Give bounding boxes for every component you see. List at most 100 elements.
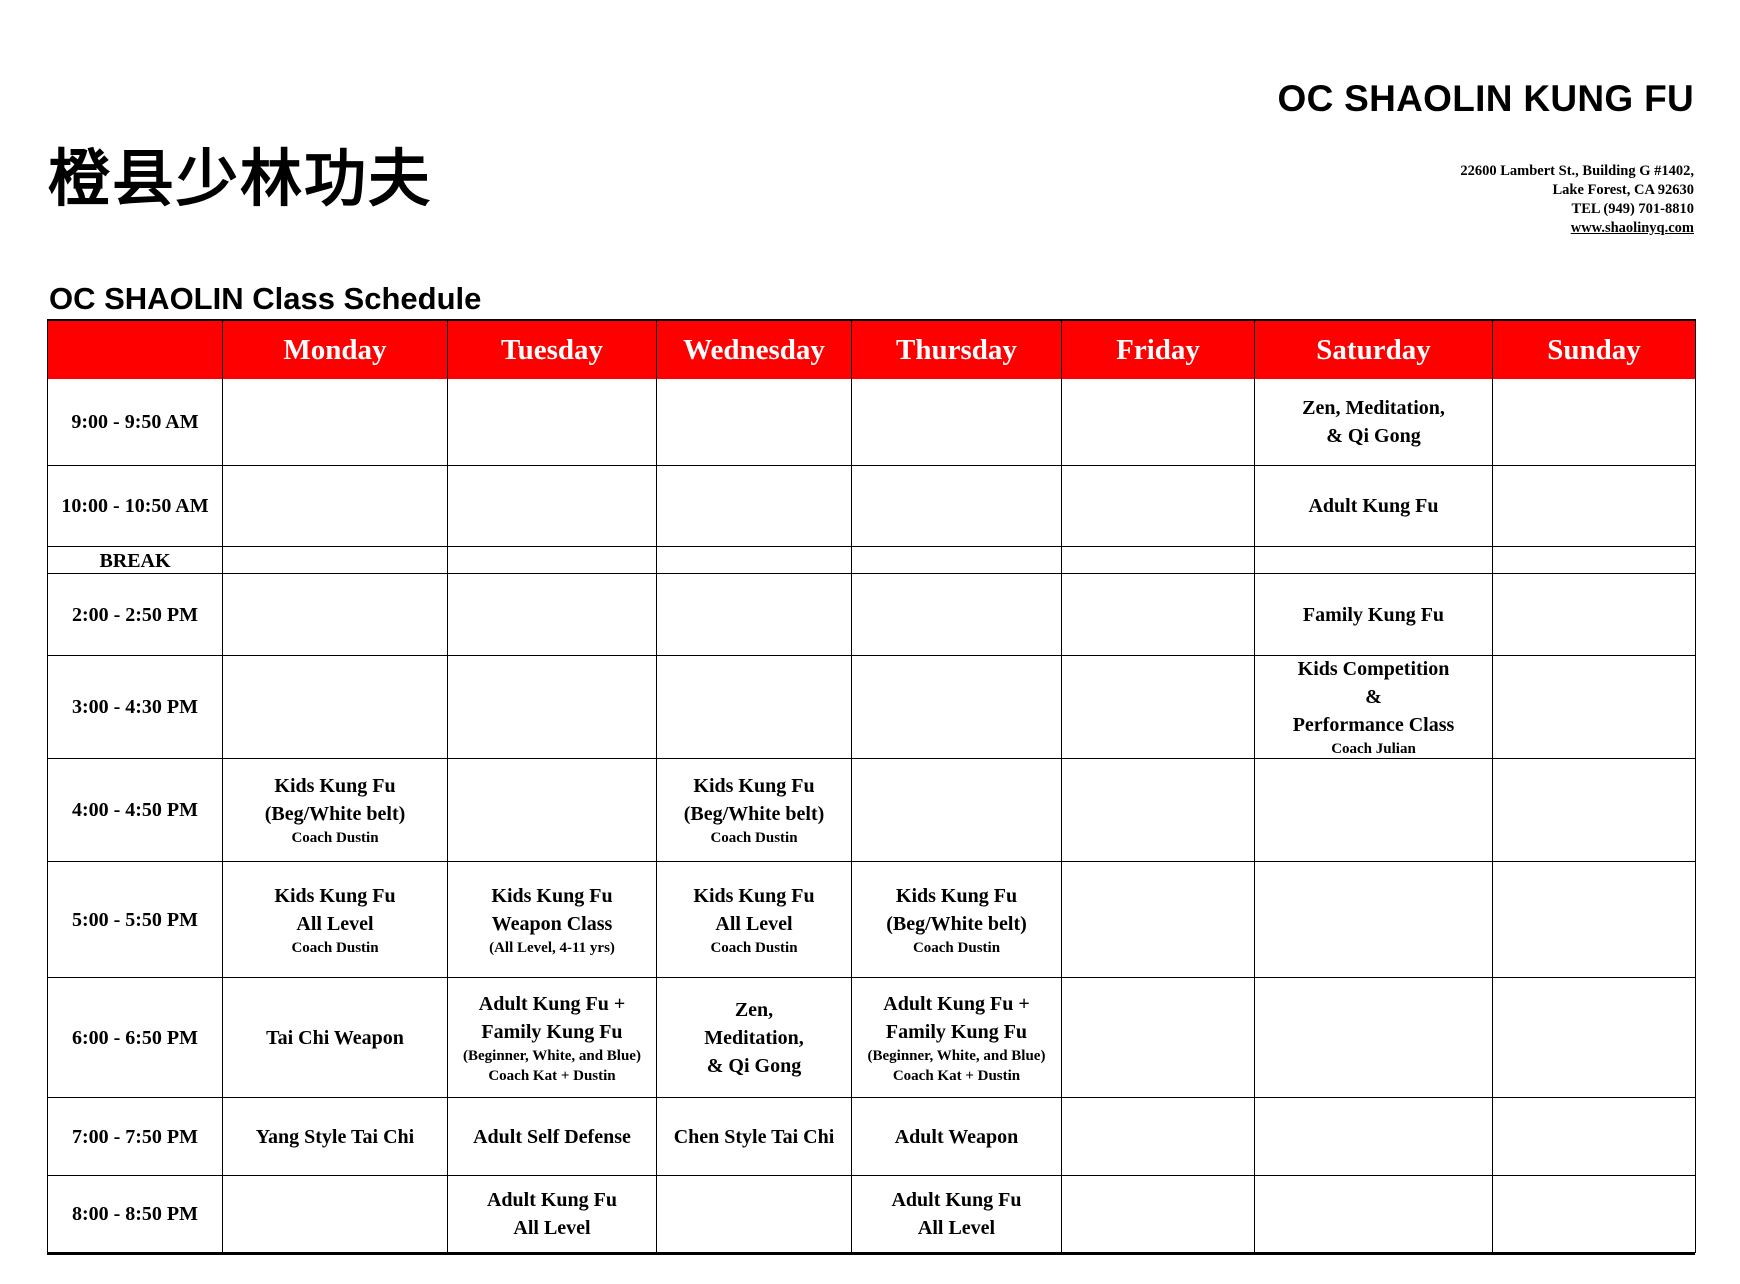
class-cell-tuesday: Adult Kung Fu All Level (448, 1176, 657, 1253)
address-line-1: 22600 Lambert St., Building G #1402, (1460, 163, 1694, 179)
class-cell-tuesday: Kids Kung Fu Weapon Class (All Level, 4-11… (448, 862, 657, 978)
class-cell-friday (1062, 862, 1255, 978)
time-slot: 10:00 - 10:50 AM (48, 466, 223, 547)
class-cell-friday (1062, 1098, 1255, 1176)
class-cell-wednesday (657, 379, 852, 466)
class-cell-saturday: Kids Competition & Performance Class Coach … (1255, 656, 1493, 759)
address-line-2: Lake Forest, CA 92630 (1552, 182, 1694, 198)
class-cell-saturday (1255, 1176, 1493, 1253)
class-cell-tuesday (448, 574, 657, 656)
class-cell-thursday (852, 547, 1062, 574)
time-slot: 6:00 - 6:50 PM (48, 978, 223, 1098)
class-cell-sunday (1493, 978, 1696, 1098)
class-name-line: All Level (715, 912, 793, 935)
class-name-line: Adult Kung Fu + (883, 992, 1030, 1015)
class-name-line: Kids Competition (1297, 658, 1450, 680)
class-cell-thursday (852, 379, 1062, 466)
class-name-line: Yang Style Tai Chi (255, 1125, 415, 1148)
schedule-title: OC SHAOLIN Class Schedule (49, 281, 482, 316)
class-cell-thursday (852, 759, 1062, 862)
day-header-tuesday: Tuesday (448, 319, 657, 379)
class-cell-thursday: Kids Kung Fu (Beg/White belt) Coach Dustin (852, 862, 1062, 978)
class-name-line: Adult Kung Fu (486, 1189, 618, 1211)
class-note-line: Coach Dustin (291, 830, 379, 846)
class-cell-wednesday (657, 574, 852, 656)
time-slot: 5:00 - 5:50 PM (48, 862, 223, 978)
class-name-line: Zen, Meditation, (1302, 397, 1445, 419)
class-cell-friday (1062, 379, 1255, 466)
class-cell-saturday (1255, 547, 1493, 574)
class-cell-friday (1062, 978, 1255, 1098)
class-name-line: Weapon Class (491, 912, 613, 935)
class-cell-monday: Kids Kung Fu All Level Coach Dustin (223, 862, 448, 978)
day-header-saturday: Saturday (1255, 319, 1493, 379)
class-cell-thursday: Adult Kung Fu + Family Kung Fu (Beginner, … (852, 978, 1062, 1098)
class-cell-tuesday (448, 656, 657, 759)
class-cell-wednesday (657, 1176, 852, 1253)
class-cell-monday (223, 656, 448, 759)
class-cell-monday: Tai Chi Weapon (223, 978, 448, 1098)
phone: TEL (949) 701-8810 (1571, 201, 1694, 217)
time-slot: 9:00 - 9:50 AM (48, 379, 223, 466)
class-name-line: Adult Weapon (894, 1125, 1019, 1148)
class-cell-saturday: Adult Kung Fu (1255, 466, 1493, 547)
class-cell-tuesday (448, 466, 657, 547)
time-slot: 4:00 - 4:50 PM (48, 759, 223, 862)
time-slot: 7:00 - 7:50 PM (48, 1098, 223, 1176)
brand-title: OC SHAOLIN KUNG FU (1277, 78, 1694, 119)
class-note-line: Coach Kat + Dustin (488, 1067, 616, 1084)
class-name-line: Meditation, (704, 1026, 804, 1049)
class-name-line: Kids Kung Fu (693, 775, 815, 797)
class-cell-sunday (1493, 759, 1696, 862)
class-cell-monday (223, 466, 448, 547)
day-header-sunday: Sunday (1493, 319, 1696, 379)
class-cell-monday: Kids Kung Fu (Beg/White belt) Coach Dustin (223, 759, 448, 862)
class-cell-saturday (1255, 978, 1493, 1098)
class-name-line: All Level (513, 1217, 591, 1239)
class-name-line: Chen Style Tai Chi (673, 1125, 835, 1148)
class-note-line: (Beginner, White, and Blue) (463, 1047, 641, 1064)
class-name-line: & Qi Gong (706, 1054, 802, 1077)
day-header-friday: Friday (1062, 319, 1255, 379)
class-cell-tuesday (448, 379, 657, 466)
class-cell-wednesday: Kids Kung Fu (Beg/White belt) Coach Dustin (657, 759, 852, 862)
class-name-line: Tai Chi Weapon (266, 1026, 404, 1049)
time-slot: BREAK (48, 547, 223, 574)
class-cell-wednesday (657, 656, 852, 759)
class-cell-monday: Yang Style Tai Chi (223, 1098, 448, 1176)
class-cell-sunday (1493, 574, 1696, 656)
class-name-line: Kids Kung Fu (693, 884, 815, 907)
class-cell-thursday (852, 466, 1062, 547)
class-cell-friday (1062, 1176, 1255, 1253)
class-name-line: All Level (296, 912, 374, 935)
class-name-line: Family Kung Fu (885, 1020, 1028, 1043)
chinese-name: 橙县少林功夫 (48, 142, 433, 215)
class-cell-wednesday: Zen, Meditation, & Qi Gong (657, 978, 852, 1098)
class-cell-sunday (1493, 466, 1696, 547)
class-note-line: Coach Dustin (710, 939, 798, 956)
class-name-line: Adult Kung Fu + (478, 992, 626, 1015)
website-link[interactable]: www.shaolinyq.com (1570, 220, 1694, 236)
class-name-line: Zen, (734, 998, 774, 1021)
header-corner (48, 319, 223, 379)
class-cell-thursday: Adult Weapon (852, 1098, 1062, 1176)
class-note-line: (All Level, 4-11 yrs) (489, 939, 615, 956)
class-cell-friday (1062, 759, 1255, 862)
class-cell-wednesday: Kids Kung Fu All Level Coach Dustin (657, 862, 852, 978)
class-cell-tuesday: Adult Self Defense (448, 1098, 657, 1176)
class-note-line: Coach Dustin (912, 939, 1001, 956)
class-name-line: Performance Class (1292, 714, 1455, 736)
day-header-wednesday: Wednesday (657, 319, 852, 379)
class-note-line: Coach Kat + Dustin (892, 1067, 1021, 1084)
class-cell-tuesday: Adult Kung Fu + Family Kung Fu (Beginner, … (448, 978, 657, 1098)
class-name-line: Kids Kung Fu (274, 884, 396, 907)
class-cell-thursday: Adult Kung Fu All Level (852, 1176, 1062, 1253)
class-cell-sunday (1493, 656, 1696, 759)
class-cell-wednesday: Chen Style Tai Chi (657, 1098, 852, 1176)
class-cell-sunday (1493, 379, 1696, 466)
contact-block: 22600 Lambert St., Building G #1402, Lak… (1460, 162, 1694, 238)
class-cell-tuesday (448, 547, 657, 574)
class-cell-friday (1062, 466, 1255, 547)
class-name-line: Adult Kung Fu (891, 1189, 1022, 1211)
class-cell-sunday (1493, 862, 1696, 978)
